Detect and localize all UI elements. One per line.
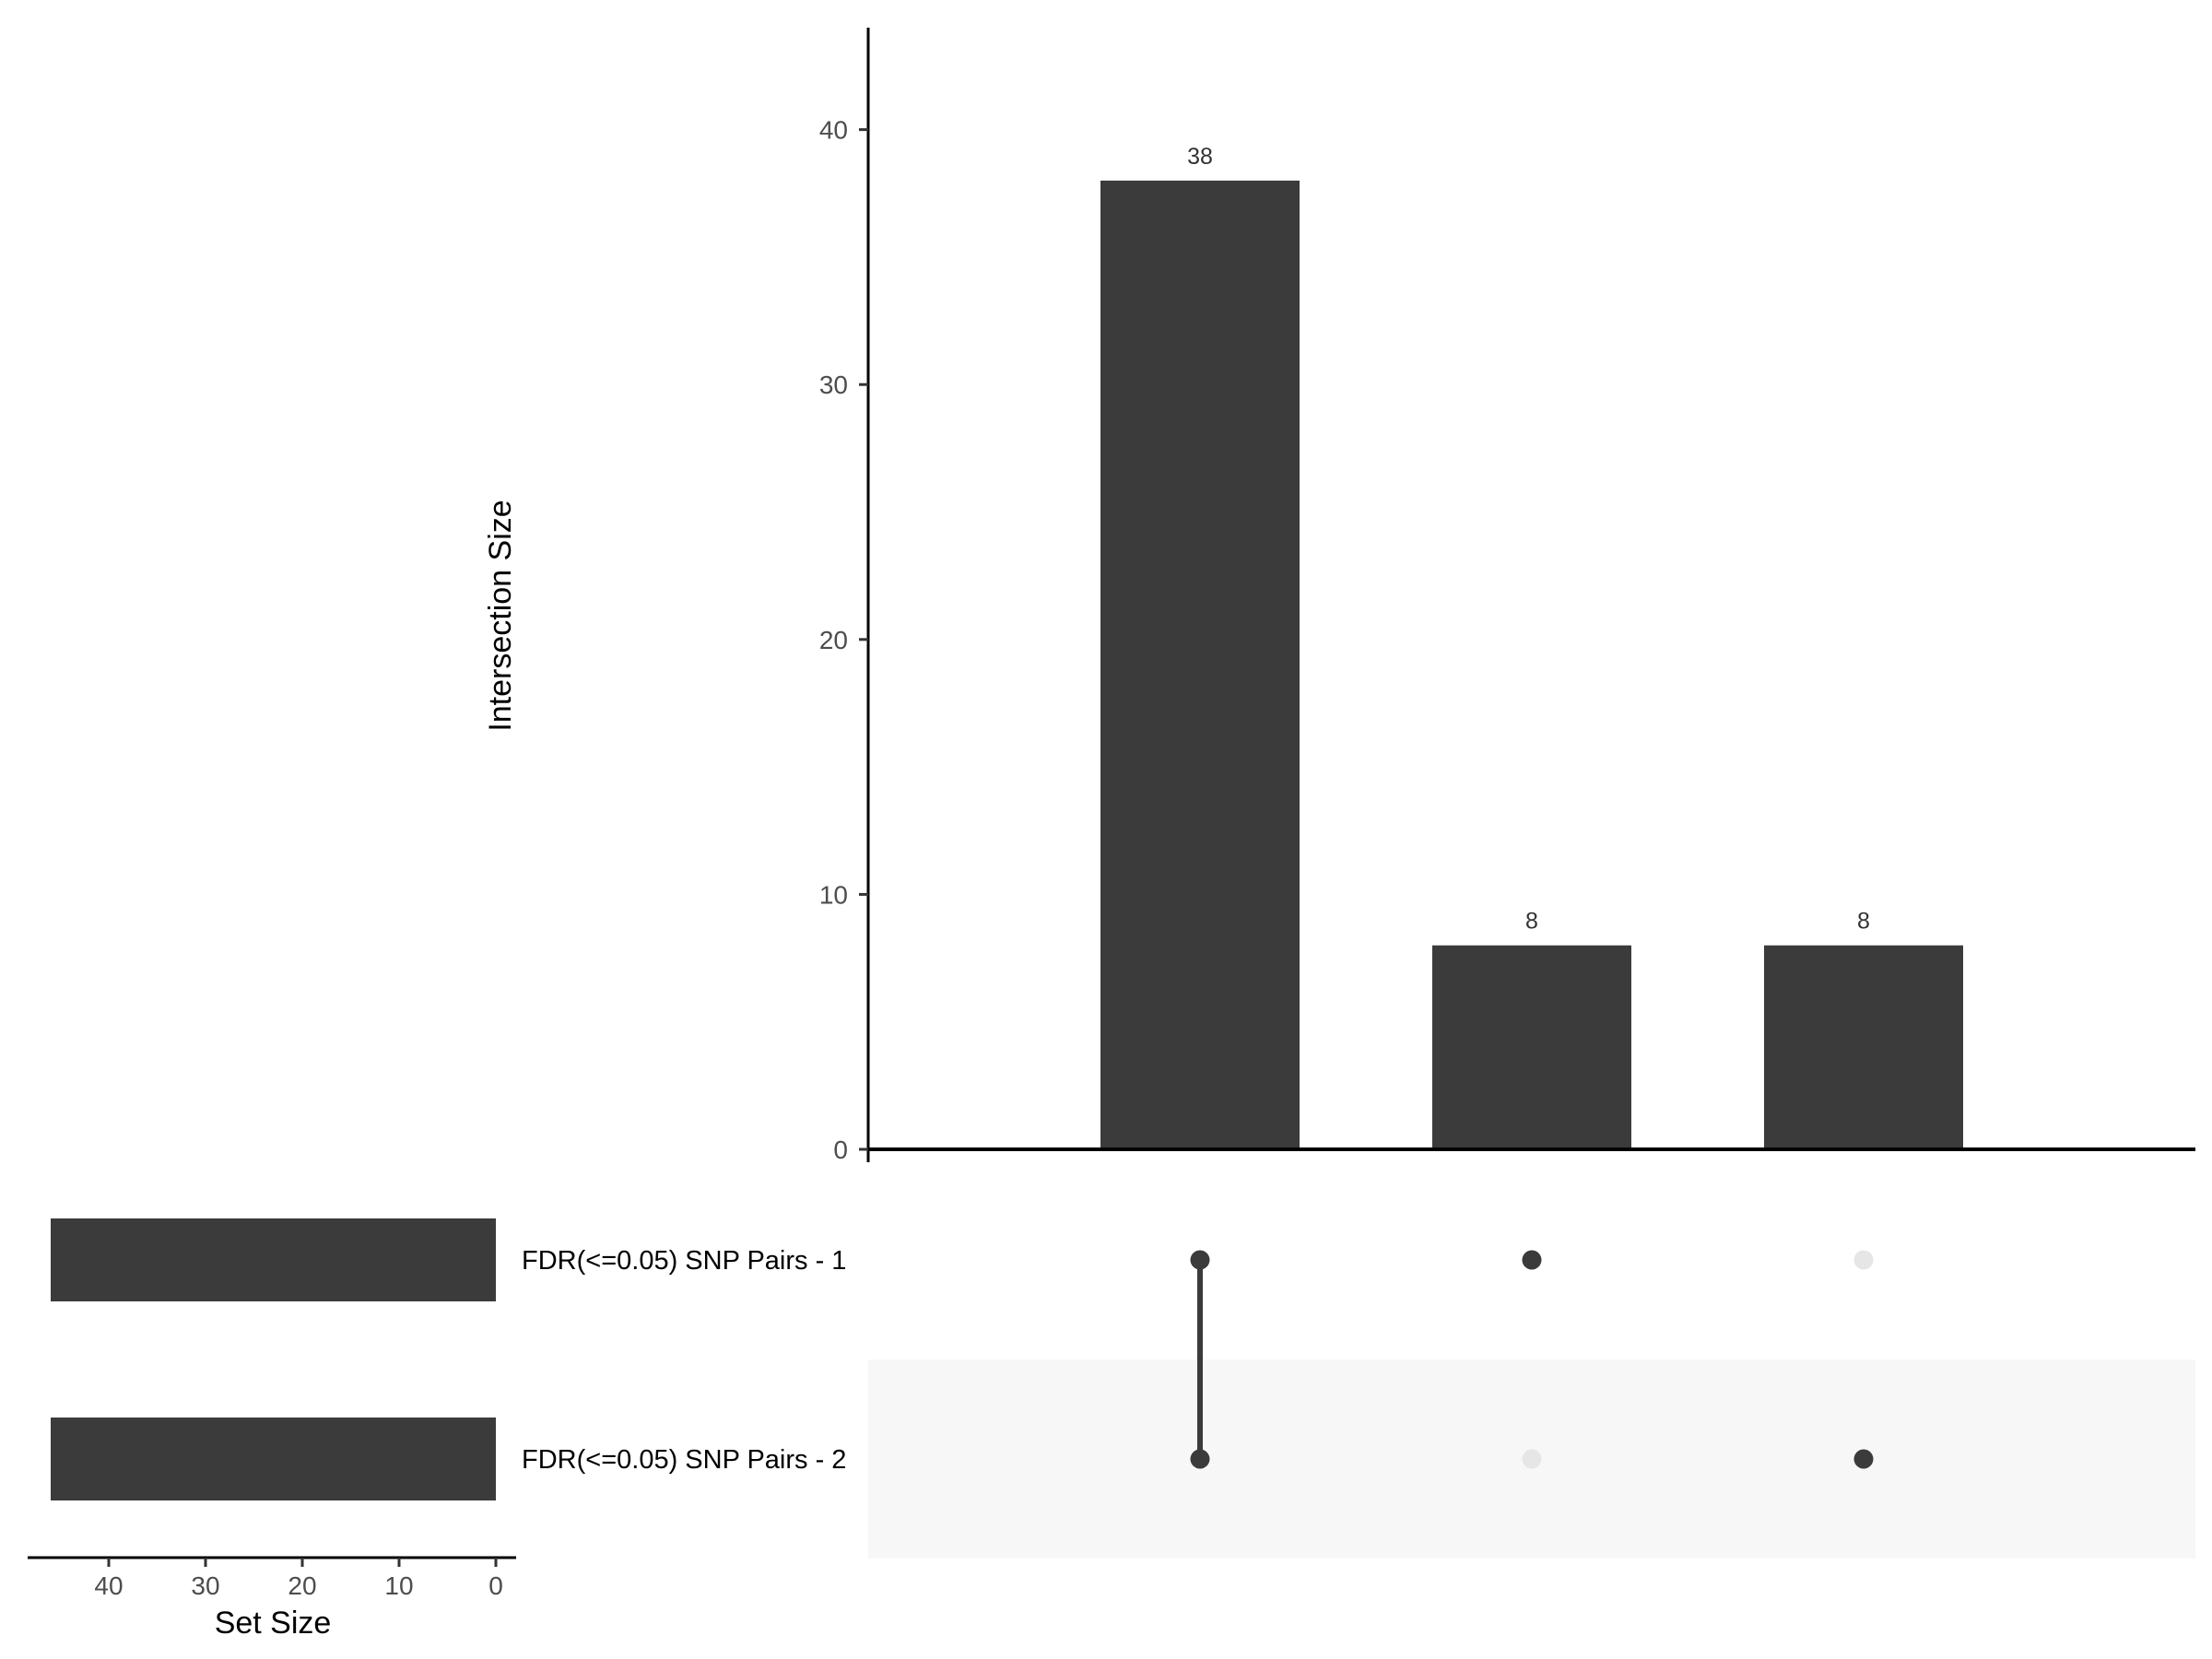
intersection-bars: 38 8 8 <box>1100 144 1963 1149</box>
matrix-dot-col3-row2 <box>1853 1449 1874 1469</box>
intersection-matrix <box>1190 1250 1874 1469</box>
intersection-bar-1 <box>1100 180 1300 1149</box>
set-size-bar-2 <box>51 1418 496 1500</box>
set-size-tick-label-40: 40 <box>94 1571 123 1600</box>
intersection-bar-2 <box>1432 945 1631 1149</box>
y-tick-label-30: 30 <box>819 371 848 399</box>
y-tick-label-10: 10 <box>819 880 848 909</box>
matrix-dot-col3-row1 <box>1853 1250 1874 1270</box>
set-size-tick-label-20: 20 <box>288 1571 316 1600</box>
intersection-bar-label-3: 8 <box>1857 909 1870 935</box>
intersection-size-axis-title: Intersection Size <box>483 500 518 731</box>
y-tick-label-20: 20 <box>819 626 848 654</box>
set-size-axis-title: Set Size <box>215 1606 332 1641</box>
intersection-size-axis: 0 10 20 30 40 <box>819 28 2195 1164</box>
set-labels: FDR(<=0.05) SNP Pairs - 1 FDR(<=0.05) SNP… <box>522 1246 846 1475</box>
set-size-tick-label-30: 30 <box>191 1571 219 1600</box>
set-size-bars <box>51 1218 496 1500</box>
intersection-bar-3 <box>1764 945 1963 1149</box>
y-tick-label-40: 40 <box>819 116 848 145</box>
matrix-dot-col1-row1 <box>1190 1250 1210 1270</box>
intersection-bar-label-2: 8 <box>1525 909 1538 935</box>
set-size-axis: 40 30 20 10 0 <box>28 1556 516 1600</box>
set-label-2: FDR(<=0.05) SNP Pairs - 2 <box>522 1445 846 1475</box>
matrix-dot-col2-row1 <box>1522 1250 1542 1270</box>
set-size-bar-1 <box>51 1218 496 1301</box>
set-size-tick-label-0: 0 <box>488 1571 503 1600</box>
intersection-bar-label-1: 38 <box>1187 144 1213 170</box>
matrix-dot-col1-row2 <box>1190 1449 1210 1469</box>
set-label-1: FDR(<=0.05) SNP Pairs - 1 <box>522 1246 846 1276</box>
y-tick-label-0: 0 <box>833 1135 848 1164</box>
matrix-dot-col2-row2 <box>1522 1449 1542 1469</box>
set-size-tick-label-10: 10 <box>384 1571 413 1600</box>
